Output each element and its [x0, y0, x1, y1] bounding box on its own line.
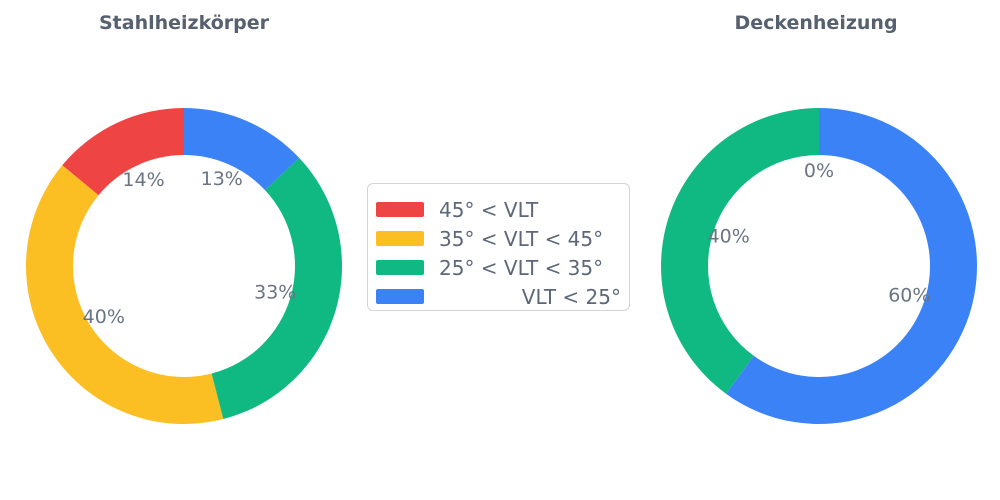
percent-label: 40%: [83, 306, 125, 328]
donut-slice: [726, 108, 978, 425]
donut-stahlheizkoerper: 14% 40% 33% 13%: [25, 108, 342, 425]
legend-item: VLT < 25°: [376, 282, 621, 311]
legend-swatch-red: [376, 202, 424, 217]
legend-item: 45° < VLT: [376, 195, 621, 224]
donut-deckenheizung: 0% 40% 60%: [661, 108, 978, 425]
donut-slice: [184, 108, 300, 191]
percent-label: 60%: [888, 284, 930, 306]
legend-item-label: 35° < VLT < 45°: [439, 226, 604, 251]
donut-slice: [62, 108, 184, 196]
percent-label: 14%: [122, 169, 164, 191]
percent-label: 13%: [201, 168, 243, 190]
legend-swatch-yellow: [376, 231, 424, 246]
legend-item: 35° < VLT < 45°: [376, 224, 621, 253]
percent-label: 33%: [254, 282, 296, 304]
donut-slice: [25, 165, 224, 425]
legend-item-label: 25° < VLT < 35°: [439, 255, 604, 280]
percent-label: 0%: [804, 160, 834, 182]
chart-title-stahlheizkoerper: Stahlheizkörper: [98, 12, 270, 34]
donut-slice: [661, 108, 819, 394]
legend-item-label: VLT < 25°: [521, 284, 621, 309]
legend-item: 25° < VLT < 35°: [376, 253, 621, 282]
donut-slice: [211, 157, 342, 420]
legend: 45° < VLT 35° < VLT < 45° 25° < VLT < 35…: [367, 183, 630, 311]
chart-title-deckenheizung: Deckenheizung: [734, 12, 898, 34]
legend-swatch-green: [376, 260, 424, 275]
percent-label: 40%: [708, 226, 750, 248]
legend-swatch-blue: [376, 289, 424, 304]
legend-item-label: 45° < VLT: [439, 197, 539, 222]
